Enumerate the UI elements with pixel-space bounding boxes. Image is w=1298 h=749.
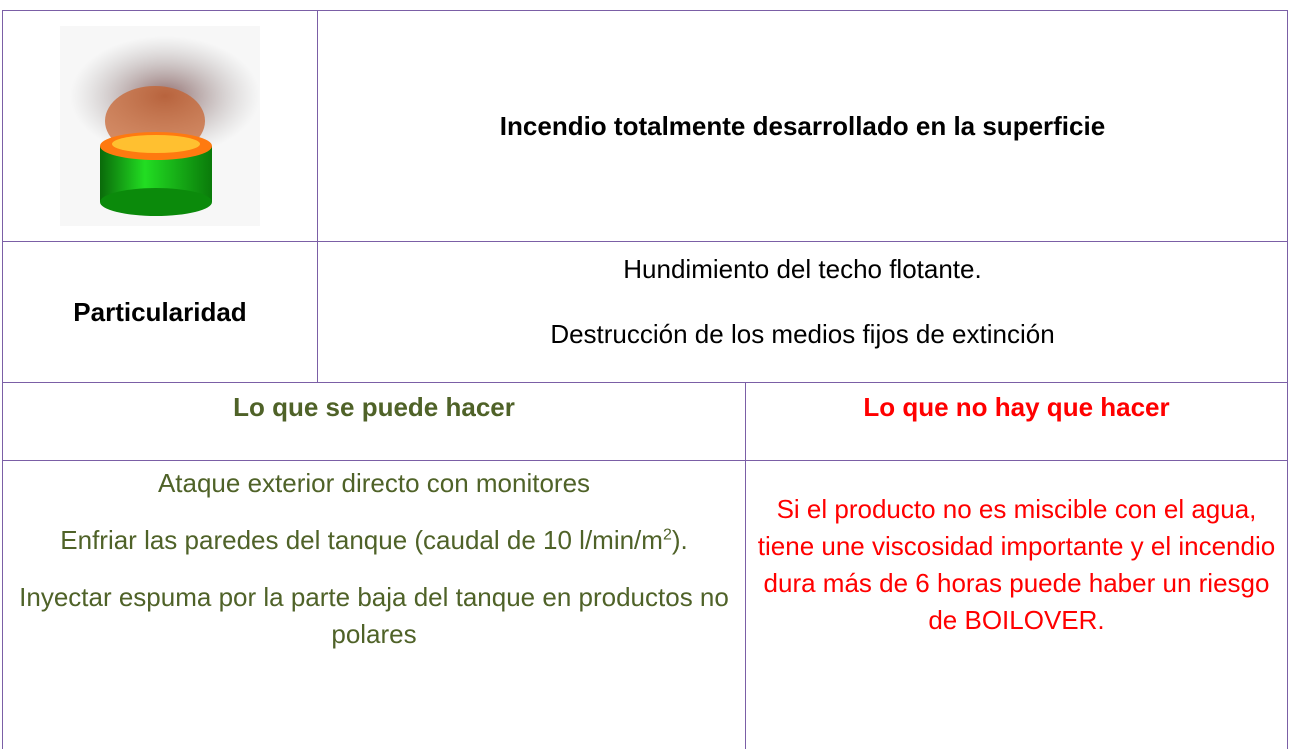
do-cell: Ataque exterior directo con monitores En…	[2, 460, 746, 749]
particularidad-item: Hundimiento del techo flotante.	[623, 254, 982, 284]
do-item: Inyectar espuma por la parte baja del ta…	[19, 582, 729, 649]
do-header-cell: Lo que se puede hacer	[2, 382, 746, 461]
particularidad-label: Particularidad	[73, 296, 247, 327]
do-title: Lo que se puede hacer	[233, 392, 515, 422]
tank-fire-icon	[60, 26, 260, 226]
do-item: Enfriar las paredes del tanque (caudal d…	[40, 522, 707, 559]
dont-cell: Si el producto no es miscible con el agu…	[745, 460, 1288, 749]
dont-text: Si el producto no es miscible con el agu…	[757, 494, 1276, 635]
do-item: Ataque exterior directo con monitores	[157, 468, 591, 498]
do-item-text: Enfriar las paredes del tanque (caudal d…	[60, 525, 663, 555]
dont-title: Lo que no hay que hacer	[863, 392, 1170, 422]
title: Incendio totalmente desarrollado en la s…	[499, 110, 1106, 141]
particularidad-item: Destrucción de los medios fijos de extin…	[550, 319, 1055, 349]
image-cell	[2, 10, 318, 242]
label-cell: Particularidad	[2, 241, 318, 383]
title-cell: Incendio totalmente desarrollado en la s…	[317, 10, 1288, 242]
do-item-text: ).	[671, 525, 688, 555]
do-item-superscript: 2	[662, 526, 672, 544]
particularidad-cell: Hundimiento del techo flotante. Destrucc…	[317, 241, 1288, 383]
dont-header-cell: Lo que no hay que hacer	[745, 382, 1288, 461]
